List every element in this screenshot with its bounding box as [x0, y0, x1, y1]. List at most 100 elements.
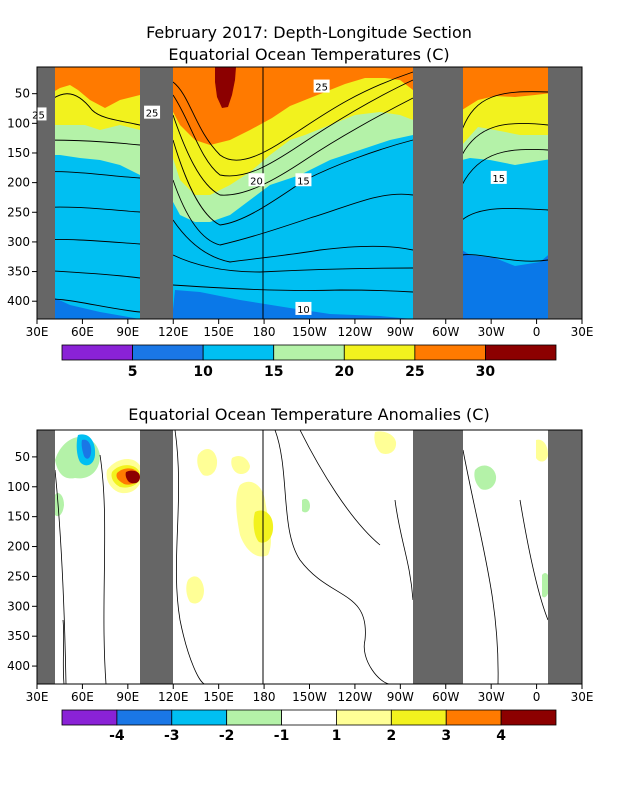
y-tick-label: 150: [7, 510, 30, 524]
y-tick-label: 100: [7, 116, 30, 130]
x-tick-label: 150E: [203, 690, 234, 704]
colorbar-label: -3: [164, 728, 180, 744]
anomaly-pos-ep-2: [536, 439, 548, 462]
colorbar-swatch: [202, 344, 275, 361]
anomaly-pos-wp-4: [186, 576, 204, 604]
x-tick-label: 90W: [387, 325, 414, 339]
contour-label: 25: [32, 110, 45, 121]
anomaly-panel: 30E 60E 90E 120E 150E 180 150W 120W 90W 60W 30W 0 30…: [7, 429, 593, 704]
colorbar-swatch: [171, 709, 228, 726]
colorbar-swatch: [414, 344, 486, 361]
colorbar-swatch: [226, 709, 282, 726]
anomaly-neg-3-west: [81, 439, 92, 459]
contour-label-bg: [248, 173, 265, 187]
anomaly-neg-ea-1: [474, 465, 497, 490]
anomaly-colorbar: -4 -3 -2 -1 1 2 3 4: [61, 709, 557, 744]
temperature-panel: 25 25 25 20 15 15 10 30E 60E 90E 120E 150E 180 150W 1…: [7, 66, 594, 339]
colorbar-swatch: [343, 344, 416, 361]
colorbar-label: 4: [496, 728, 506, 744]
x-tick-label: 180: [253, 325, 276, 339]
x-tick-label: 150W: [292, 690, 327, 704]
y-tick-label: 200: [7, 540, 30, 554]
colorbar-label: -2: [219, 728, 235, 744]
colorbar-swatch: [281, 709, 337, 726]
y-tick-label: 50: [15, 450, 30, 464]
y-tick-label: 400: [7, 659, 30, 673]
colorbar-label: 1: [332, 728, 342, 744]
contour-label-bg: [144, 105, 161, 119]
colorbar-swatch: [273, 344, 345, 361]
contour-label-bg: [313, 79, 330, 93]
colorbar-swatch: [336, 709, 392, 726]
colorbar-label: 5: [128, 364, 138, 380]
colorbar-label: 3: [441, 728, 451, 744]
land-masks: [37, 67, 582, 319]
y-tick-label: 300: [7, 599, 30, 613]
colorbar-label: -1: [274, 728, 290, 744]
x-tick-label: 120W: [338, 325, 373, 339]
x-tick-label: 0: [533, 690, 541, 704]
anomaly-pos-180: [231, 455, 250, 475]
x-tick-label: 30W: [478, 690, 505, 704]
contour-label: 25: [146, 109, 159, 120]
x-tick-label: 30E: [26, 690, 49, 704]
anomaly-neg-ea-2: [302, 498, 310, 513]
x-tick-label: 30E: [571, 325, 594, 339]
x-tick-label: 30W: [478, 325, 505, 339]
colorbar-label: -4: [109, 728, 125, 744]
anomaly-contours: [54, 430, 549, 684]
colorbar-label: 30: [476, 364, 496, 380]
y-tick-label: 100: [7, 480, 30, 494]
x-tick-label: 60E: [71, 690, 94, 704]
y-tick-label: 350: [7, 265, 30, 279]
temperature-colorbar: 5 10 15 20 25 30: [61, 344, 557, 380]
contour-label: 15: [297, 176, 310, 187]
x-axis: 30E 60E 90E 120E 150E 180 150W 120W 90W 60W 30W 0 30…: [26, 684, 593, 704]
contour-label: 25: [315, 83, 328, 94]
y-tick-label: 400: [7, 294, 30, 308]
band-gt-30: [215, 67, 236, 108]
contour-label: 10: [297, 305, 310, 316]
chart-title-line1: February 2017: Depth-Longitude Section: [146, 23, 472, 42]
colorbar-swatch: [61, 344, 133, 361]
x-tick-label: 90W: [387, 690, 414, 704]
y-tick-label: 250: [7, 569, 30, 583]
colorbar-swatch: [485, 344, 557, 361]
y-axis: 50 100 150 200 250 300 350 400: [7, 450, 37, 673]
temperature-fill: [37, 67, 582, 319]
contour-label: 15: [492, 174, 505, 185]
y-tick-label: 200: [7, 176, 30, 190]
x-tick-label: 90E: [116, 325, 139, 339]
contour-label-bg: [490, 170, 507, 184]
anomaly-fill: [37, 430, 582, 684]
x-tick-label: 120W: [338, 690, 373, 704]
y-tick-label: 350: [7, 629, 30, 643]
anomaly-chart-title: Equatorial Ocean Temperature Anomalies (…: [128, 405, 489, 424]
y-tick-label: 50: [15, 87, 30, 101]
y-tick-label: 250: [7, 205, 30, 219]
y-tick-label: 150: [7, 146, 30, 160]
x-tick-label: 150E: [203, 325, 234, 339]
colorbar-swatch: [61, 709, 118, 726]
x-tick-label: 60E: [71, 325, 94, 339]
colorbar-swatch: [445, 709, 502, 726]
x-tick-label: 60W: [432, 690, 459, 704]
band-5-10-east: [462, 258, 548, 319]
anomaly-pos-4-90e: [125, 470, 140, 484]
colorbar-swatch: [132, 344, 204, 361]
land-masks: [37, 430, 582, 684]
x-tick-label: 150W: [292, 325, 327, 339]
contour-label: 20: [250, 176, 263, 187]
contour-labels: 25 25 25 20 15 15 10: [30, 79, 507, 316]
chart-title-line2: Equatorial Ocean Temperatures (C): [168, 45, 449, 64]
x-tick-label: 180: [253, 690, 276, 704]
colorbar-label: 10: [193, 364, 213, 380]
y-axis: 50 100 150 200 250 300 350 400: [7, 87, 37, 308]
x-tick-label: 30E: [26, 325, 49, 339]
x-tick-label: 0: [533, 325, 541, 339]
anomaly-pos-wp-1: [197, 448, 218, 476]
colorbar-label: 15: [264, 364, 283, 380]
anomaly-pos-ep-1: [374, 431, 397, 454]
colorbar-label: 2: [386, 728, 396, 744]
